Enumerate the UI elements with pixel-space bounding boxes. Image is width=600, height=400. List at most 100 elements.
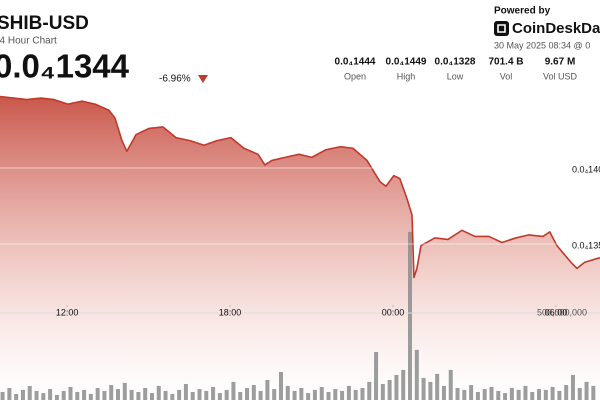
volume-bar xyxy=(482,389,487,400)
volume-bar xyxy=(292,390,297,400)
volume-bar xyxy=(14,393,19,400)
volume-bar xyxy=(570,374,575,400)
volume-bar xyxy=(577,387,582,400)
volume-bar xyxy=(116,389,121,400)
volume-bar xyxy=(550,386,555,400)
volume-bar xyxy=(122,382,127,400)
volume-bar xyxy=(7,387,12,400)
volume-bar xyxy=(102,390,107,400)
volume-bar xyxy=(272,389,277,400)
price-change: -6.96% xyxy=(159,74,191,85)
volume-bar xyxy=(183,383,188,400)
volume-bar xyxy=(455,387,460,400)
brand-icon-glyph xyxy=(497,24,506,33)
volume-bar xyxy=(530,391,535,400)
volume-bar xyxy=(441,385,446,400)
volume-bar xyxy=(475,391,480,400)
volume-bar xyxy=(401,369,406,400)
volume-bar xyxy=(557,390,562,400)
stat-value: 0.0₄1328 xyxy=(435,57,476,68)
stat-label: Vol xyxy=(500,71,513,81)
volume-bar xyxy=(136,391,141,400)
volume-bar xyxy=(204,390,209,400)
volume-bar xyxy=(306,393,311,400)
x-tick-label: 00:00 xyxy=(382,307,405,317)
chart-subtitle: 24 Hour Chart xyxy=(0,36,57,47)
volume-bar xyxy=(435,373,440,400)
volume-bar xyxy=(75,391,80,400)
volume-bar xyxy=(68,386,73,400)
volume-bar xyxy=(156,385,161,400)
volume-bar xyxy=(34,390,39,400)
volume-bar xyxy=(285,385,290,400)
y-tick-label: 0.0₄1350 xyxy=(572,240,600,250)
volume-bar xyxy=(353,389,358,400)
volume-bar xyxy=(516,389,521,400)
brand-name: CoinDeskData xyxy=(512,20,600,37)
volume-bar xyxy=(333,389,338,400)
volume-bar xyxy=(109,385,114,400)
volume-bar xyxy=(380,383,385,400)
volume-bar xyxy=(170,393,175,400)
volume-bar xyxy=(224,389,229,400)
volume-bar xyxy=(95,387,100,400)
volume-bar xyxy=(61,390,66,400)
volume-bar xyxy=(129,389,134,400)
volume-bar xyxy=(319,386,324,400)
volume-bar xyxy=(421,377,426,400)
y2-tick-label: 500,000,000 xyxy=(537,307,587,317)
x-tick-label: 18:00 xyxy=(219,307,242,317)
volume-bar xyxy=(258,390,263,400)
volume-bar xyxy=(564,385,569,400)
volume-bar xyxy=(469,385,474,400)
volume-bar xyxy=(408,231,413,400)
volume-bar xyxy=(340,390,345,400)
volume-bar xyxy=(245,387,250,400)
volume-bar xyxy=(360,387,365,400)
volume-bar xyxy=(238,391,243,400)
stat-label: Vol USD xyxy=(543,71,578,81)
stat-value: 9.67 M xyxy=(545,57,576,68)
volume-bar xyxy=(503,393,508,400)
price-area xyxy=(0,96,600,400)
price-line xyxy=(0,95,600,279)
volume-bar xyxy=(312,389,317,400)
y-tick-label: 0.0₄1400 xyxy=(572,164,600,174)
chart-title: SHIB-USD xyxy=(0,13,89,34)
volume-bar xyxy=(543,389,548,400)
volume-bar xyxy=(374,351,379,400)
volume-bar xyxy=(54,394,59,400)
volume-bar xyxy=(591,385,596,400)
timestamp: 30 May 2025 08:34 @ 0 xyxy=(494,40,590,50)
volume-bar xyxy=(523,385,528,400)
volume-bar xyxy=(367,381,372,400)
volume-bar xyxy=(346,385,351,400)
volume-bar xyxy=(27,385,32,400)
volume-bar xyxy=(231,381,236,400)
volume-bar xyxy=(0,391,5,400)
volume-bar xyxy=(428,381,433,400)
stat-value: 0.0₄1449 xyxy=(386,57,427,68)
volume-bar xyxy=(326,391,331,400)
header: SHIB-USD 24 Hour Chart 0.0₄1344 -6.96% P… xyxy=(0,6,600,85)
volume-bar xyxy=(211,386,216,400)
volume-bar xyxy=(414,349,419,400)
volume-bar xyxy=(448,369,453,400)
volume-bar xyxy=(394,374,399,400)
volume-bar xyxy=(387,379,392,400)
volume-bar xyxy=(496,390,501,400)
down-arrow xyxy=(198,75,208,83)
x-tick-label: 12:00 xyxy=(56,307,79,317)
volume-bar xyxy=(88,393,93,400)
volume-bar xyxy=(48,389,53,400)
volume-bar xyxy=(299,387,304,400)
volume-bar xyxy=(217,393,222,400)
volume-bar xyxy=(190,391,195,400)
current-price: 0.0₄1344 xyxy=(0,48,130,85)
volume-bar xyxy=(278,371,283,400)
volume-bar xyxy=(149,393,154,400)
stat-value: 0.0₄1444 xyxy=(335,57,376,68)
volume-bar xyxy=(462,389,467,400)
